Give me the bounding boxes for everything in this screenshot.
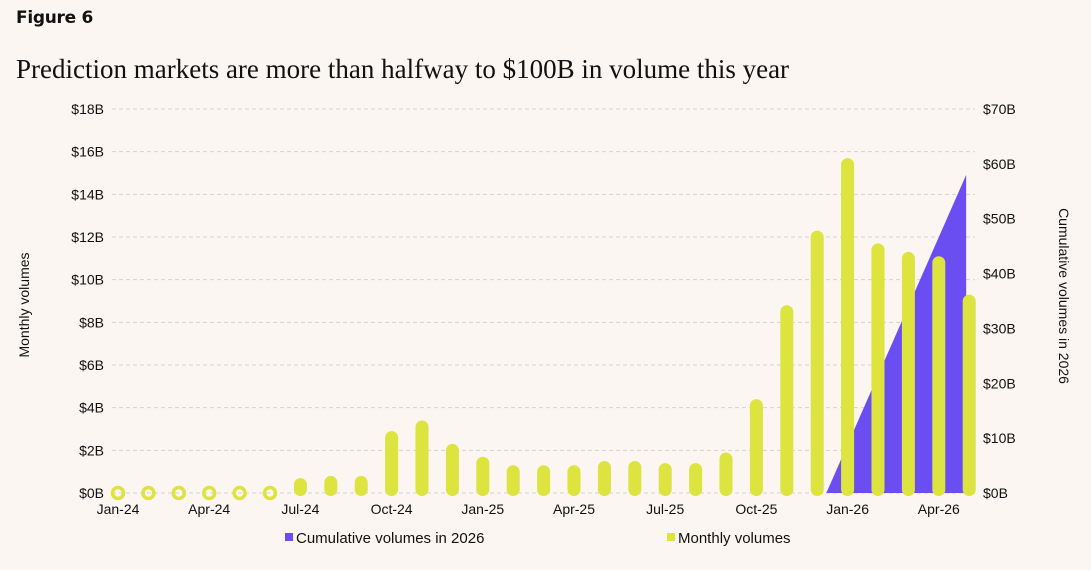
left-tick-label: $12B	[71, 229, 104, 245]
left-tick-label: $6B	[79, 357, 104, 373]
legend-swatch-cumulative	[285, 533, 293, 541]
monthly-bar	[810, 230, 824, 496]
left-axis-title: Monthly volumes	[16, 252, 32, 357]
monthly-bar	[658, 463, 672, 496]
monthly-bar	[871, 243, 885, 496]
monthly-bar	[628, 461, 642, 496]
monthly-bar	[171, 485, 187, 501]
monthly-bar	[567, 465, 581, 496]
x-tick-label: Apr-25	[553, 501, 595, 517]
monthly-bar	[780, 305, 794, 496]
monthly-bar	[901, 251, 915, 496]
legend-label-cumulative: Cumulative volumes in 2026	[296, 530, 484, 547]
left-tick-label: $10B	[71, 272, 104, 288]
right-tick-label: $10B	[983, 430, 1016, 446]
monthly-bar	[962, 294, 976, 496]
left-tick-label: $2B	[79, 442, 104, 458]
right-tick-label: $60B	[983, 156, 1016, 172]
left-tick-label: $4B	[79, 400, 104, 416]
monthly-bar	[262, 485, 278, 501]
monthly-bar	[932, 256, 946, 496]
monthly-bar	[506, 465, 520, 496]
monthly-bar	[445, 443, 459, 496]
monthly-bar	[232, 485, 247, 501]
monthly-bar	[415, 420, 429, 496]
right-axis-title: Cumulative volumes in 2026	[1056, 208, 1072, 384]
left-tick-label: $18B	[71, 101, 104, 117]
monthly-bar	[201, 485, 217, 501]
right-tick-label: $70B	[983, 101, 1016, 117]
x-tick-label: Jul-24	[281, 501, 319, 517]
left-tick-label: $8B	[79, 314, 104, 330]
cumulative-area	[826, 174, 967, 494]
monthly-bar	[476, 456, 490, 496]
x-tick-label: Jul-25	[646, 501, 684, 517]
right-tick-label: $30B	[983, 320, 1016, 336]
monthly-bar	[749, 399, 763, 496]
legend-swatch-monthly	[667, 533, 675, 541]
left-axis-ticks: $0B $2B $4B $6B $8B $10B $12B $14B $16B $18B	[71, 101, 104, 501]
x-tick-label: Jan-24	[97, 501, 140, 517]
monthly-bar	[385, 431, 399, 496]
monthly-bar	[354, 475, 368, 496]
left-tick-label: $14B	[71, 186, 104, 202]
monthly-bar	[537, 465, 551, 496]
monthly-bar	[141, 485, 156, 501]
monthly-bar	[597, 461, 611, 496]
cumulative-area-layer	[826, 174, 967, 494]
monthly-bars-layer	[110, 158, 976, 501]
monthly-bar	[293, 478, 307, 496]
legend: Cumulative volumes in 2026 Monthly volum…	[285, 530, 791, 547]
x-tick-label: Oct-24	[371, 501, 413, 517]
monthly-bar	[324, 475, 338, 496]
x-tick-label: Jan-25	[461, 501, 504, 517]
monthly-bar	[841, 158, 855, 497]
monthly-bar	[719, 452, 733, 496]
gridlines	[112, 108, 975, 494]
figure-label: Figure 6	[16, 8, 93, 28]
x-tick-label: Apr-26	[918, 501, 960, 517]
right-tick-label: $50B	[983, 211, 1016, 227]
monthly-bar	[689, 463, 703, 496]
left-tick-label: $16B	[71, 144, 104, 160]
legend-label-monthly: Monthly volumes	[678, 530, 791, 547]
left-tick-label: $0B	[79, 485, 104, 501]
x-axis-ticks: Jan-24 Apr-24 Jul-24 Oct-24 Jan-25 Apr-25 Jul-…	[97, 501, 960, 517]
right-axis-ticks: $0B $10B $20B $30B $40B $50B $60B $70B	[983, 101, 1016, 501]
x-tick-label: Jan-26	[826, 501, 869, 517]
right-tick-label: $20B	[983, 375, 1016, 391]
right-tick-label: $40B	[983, 266, 1016, 282]
monthly-bar	[110, 485, 126, 501]
x-tick-label: Apr-24	[188, 501, 230, 517]
chart-title: Prediction markets are more than halfway…	[16, 54, 790, 84]
right-tick-label: $0B	[983, 485, 1008, 501]
x-tick-label: Oct-25	[735, 501, 777, 517]
